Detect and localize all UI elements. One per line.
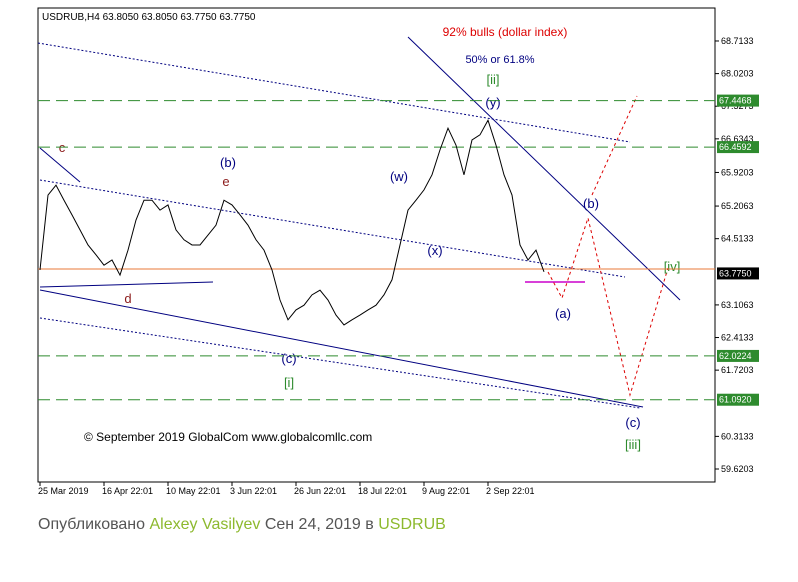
annotation: [i]: [284, 375, 294, 390]
price-series: [39, 118, 545, 326]
level-label: 67.4468: [719, 96, 752, 106]
level-label-box: [717, 349, 759, 362]
level-label-box: [717, 141, 759, 154]
x-tick-label: 3 Jun 22:01: [230, 486, 277, 496]
x-tick-label: 26 Jun 22:01: [294, 486, 346, 496]
chart: USDRUB,H4 63.8050 63.8050 63.7750 63.775…: [37, 7, 759, 496]
y-tick-label: 68.7133: [721, 36, 754, 46]
level-label: 62.0224: [719, 351, 752, 361]
y-tick-label: 60.3133: [721, 431, 754, 441]
trend-line: [37, 42, 631, 143]
annotation: 92% bulls (dollar index): [443, 25, 568, 39]
annotation: (a): [555, 306, 571, 321]
y-tick-label: 64.5133: [721, 234, 754, 244]
trend-line: [39, 317, 641, 409]
trend-line: [39, 289, 644, 408]
x-tick-label: 25 Mar 2019: [38, 486, 89, 496]
plot-frame: [37, 7, 716, 483]
y-tick-label: 61.7203: [721, 365, 754, 375]
annotation: (x): [427, 243, 442, 258]
x-tick-label: 18 Jul 22:01: [358, 486, 407, 496]
annotations: 92% bulls (dollar index) 50% or 61.8% [i…: [59, 25, 681, 452]
y-tick-label: 62.4133: [721, 333, 754, 343]
trend-line: [39, 147, 81, 183]
projection: [547, 216, 669, 397]
annotation: (b): [583, 196, 599, 211]
annotation: (y): [485, 95, 500, 110]
chart-title: USDRUB,H4 63.8050 63.8050 63.7750 63.775…: [42, 12, 256, 23]
x-tick-label: 10 May 22:01: [166, 486, 221, 496]
level-label: 61.0920: [719, 395, 752, 405]
projection: [591, 95, 638, 196]
annotation: (c): [625, 415, 640, 430]
caption: Опубликовано Alexey Vasilyev Сен 24, 201…: [38, 516, 446, 534]
y-tick-label: 65.9203: [721, 167, 754, 177]
caption-prefix: Опубликовано: [38, 516, 146, 533]
last-price-box: [717, 267, 759, 280]
x-tick-label: 9 Aug 22:01: [422, 486, 470, 496]
trend-line: [39, 179, 626, 278]
annotation: [iv]: [664, 259, 681, 274]
annotation: (w): [390, 169, 408, 184]
annotation: [ii]: [487, 72, 500, 87]
level-label: 66.4592: [719, 142, 752, 152]
y-tick-label: 65.2063: [721, 201, 754, 211]
symbol-link[interactable]: USDRUB: [378, 516, 446, 533]
annotation: (b): [220, 155, 236, 170]
annotation: d: [124, 291, 131, 306]
x-tick-label: 16 Apr 22:01: [102, 486, 153, 496]
copyright: © September 2019 GlobalCom www.globalcom…: [84, 430, 372, 444]
caption-in: в: [365, 516, 374, 533]
caption-date: Сен 24, 2019: [264, 516, 361, 533]
y-tick-label: 63.1063: [721, 300, 754, 310]
author-link[interactable]: Alexey Vasilyev: [149, 516, 261, 533]
x-tick-label: 2 Sep 22:01: [486, 486, 535, 496]
y-tick-label: 66.6343: [721, 134, 754, 144]
last-price-label: 63.7750: [719, 268, 752, 278]
annotation: (c): [281, 351, 296, 366]
annotation: 50% or 61.8%: [465, 54, 534, 66]
level-label-box: [717, 94, 759, 107]
y-tick-label: 68.0203: [721, 69, 754, 79]
drawings: [37, 36, 681, 409]
annotation: [iii]: [625, 437, 641, 452]
level-label-box: [717, 393, 759, 406]
trend-line: [39, 281, 214, 288]
y-tick-label: 59.6203: [721, 464, 754, 474]
annotation: e: [222, 174, 229, 189]
trend-line: [407, 36, 681, 301]
